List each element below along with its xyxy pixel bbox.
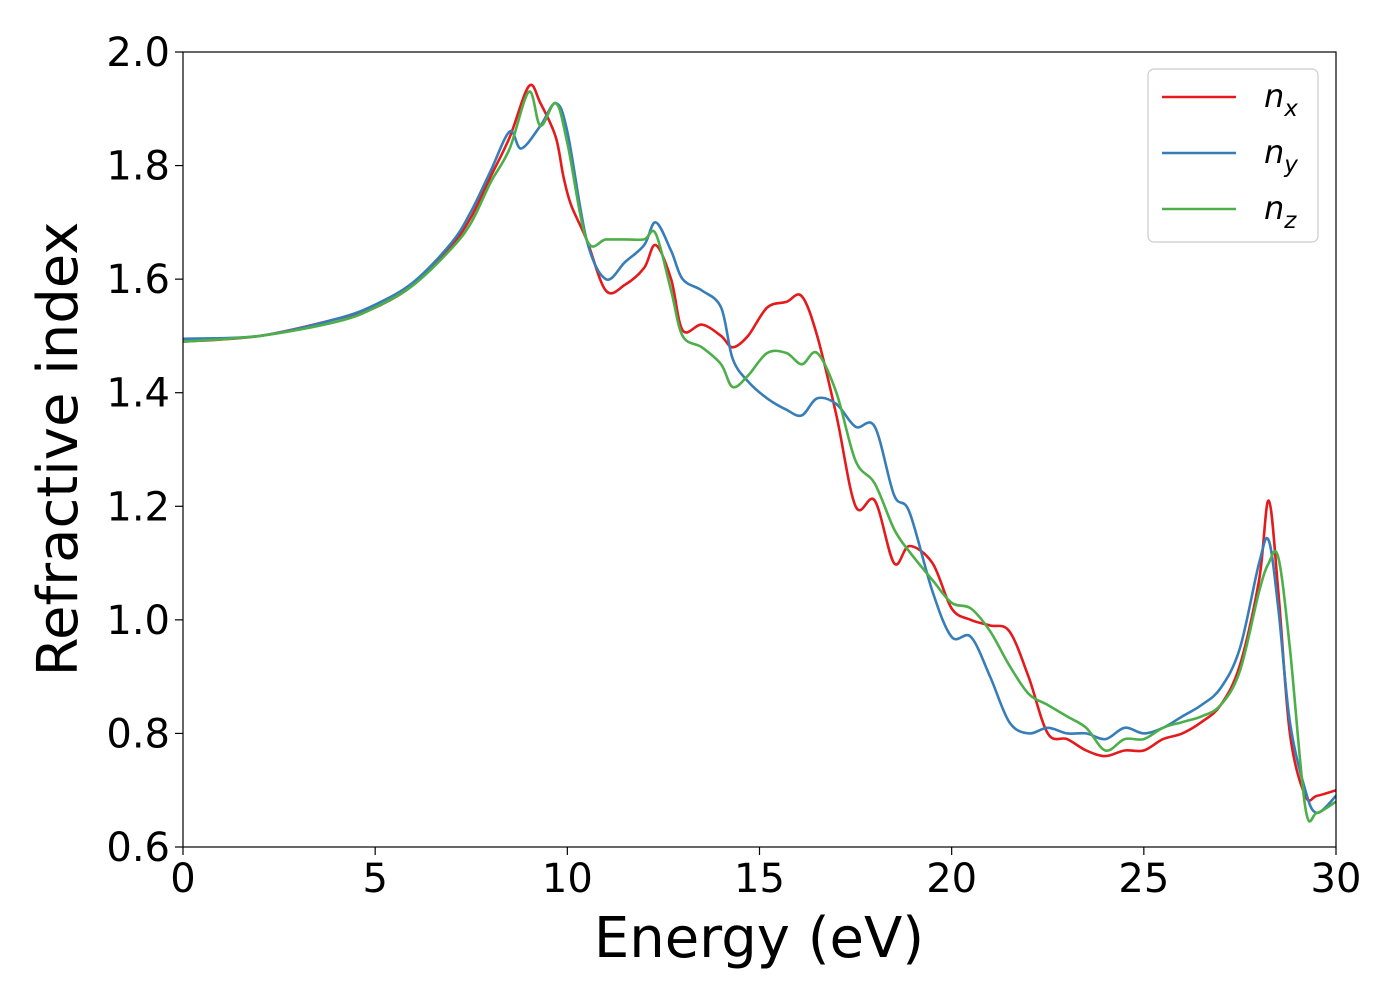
series-line-nx xyxy=(182,83,1337,803)
legend-entry-name: n xyxy=(1264,77,1284,115)
legend-entry: nz xyxy=(1264,189,1297,234)
y-tick-label: 1.4 xyxy=(106,371,170,417)
legend-entry: nx xyxy=(1264,77,1298,122)
x-tick-label: 10 xyxy=(542,856,593,902)
legend-entry-name: n xyxy=(1264,133,1284,171)
y-tick-label: 1.8 xyxy=(106,144,170,190)
y-axis-label: Refractive index xyxy=(26,222,91,677)
y-ticks: 0.6 0.8 1.0 1.2 1.4 1.6 1.8 2.0 xyxy=(106,30,183,871)
y-tick-label: 0.8 xyxy=(106,711,170,757)
x-axis-label: Energy (eV) xyxy=(594,906,924,971)
x-tick-label: 5 xyxy=(362,856,387,902)
x-tick-label: 30 xyxy=(1311,856,1362,902)
x-tick-label: 0 xyxy=(170,856,195,902)
y-tick-label: 1.6 xyxy=(106,257,170,303)
series-lines xyxy=(182,83,1337,823)
legend-entry: ny xyxy=(1264,133,1298,178)
x-tick-label: 15 xyxy=(734,856,785,902)
y-tick-label: 0.6 xyxy=(106,825,170,871)
x-tick-label: 25 xyxy=(1118,856,1169,902)
x-ticks: 0 5 10 15 20 25 30 xyxy=(170,847,1361,902)
y-tick-label: 1.0 xyxy=(106,598,170,644)
series-line-nz xyxy=(182,90,1337,823)
y-tick-label: 2.0 xyxy=(106,30,170,76)
x-tick-label: 20 xyxy=(926,856,977,902)
legend-entry-subscript: x xyxy=(1283,96,1298,122)
legend-entry-subscript: z xyxy=(1283,208,1297,234)
legend-entry-subscript: y xyxy=(1283,152,1298,178)
legend-frame xyxy=(1147,68,1319,243)
y-tick-label: 1.2 xyxy=(106,484,170,530)
legend-entry-name: n xyxy=(1264,189,1284,227)
